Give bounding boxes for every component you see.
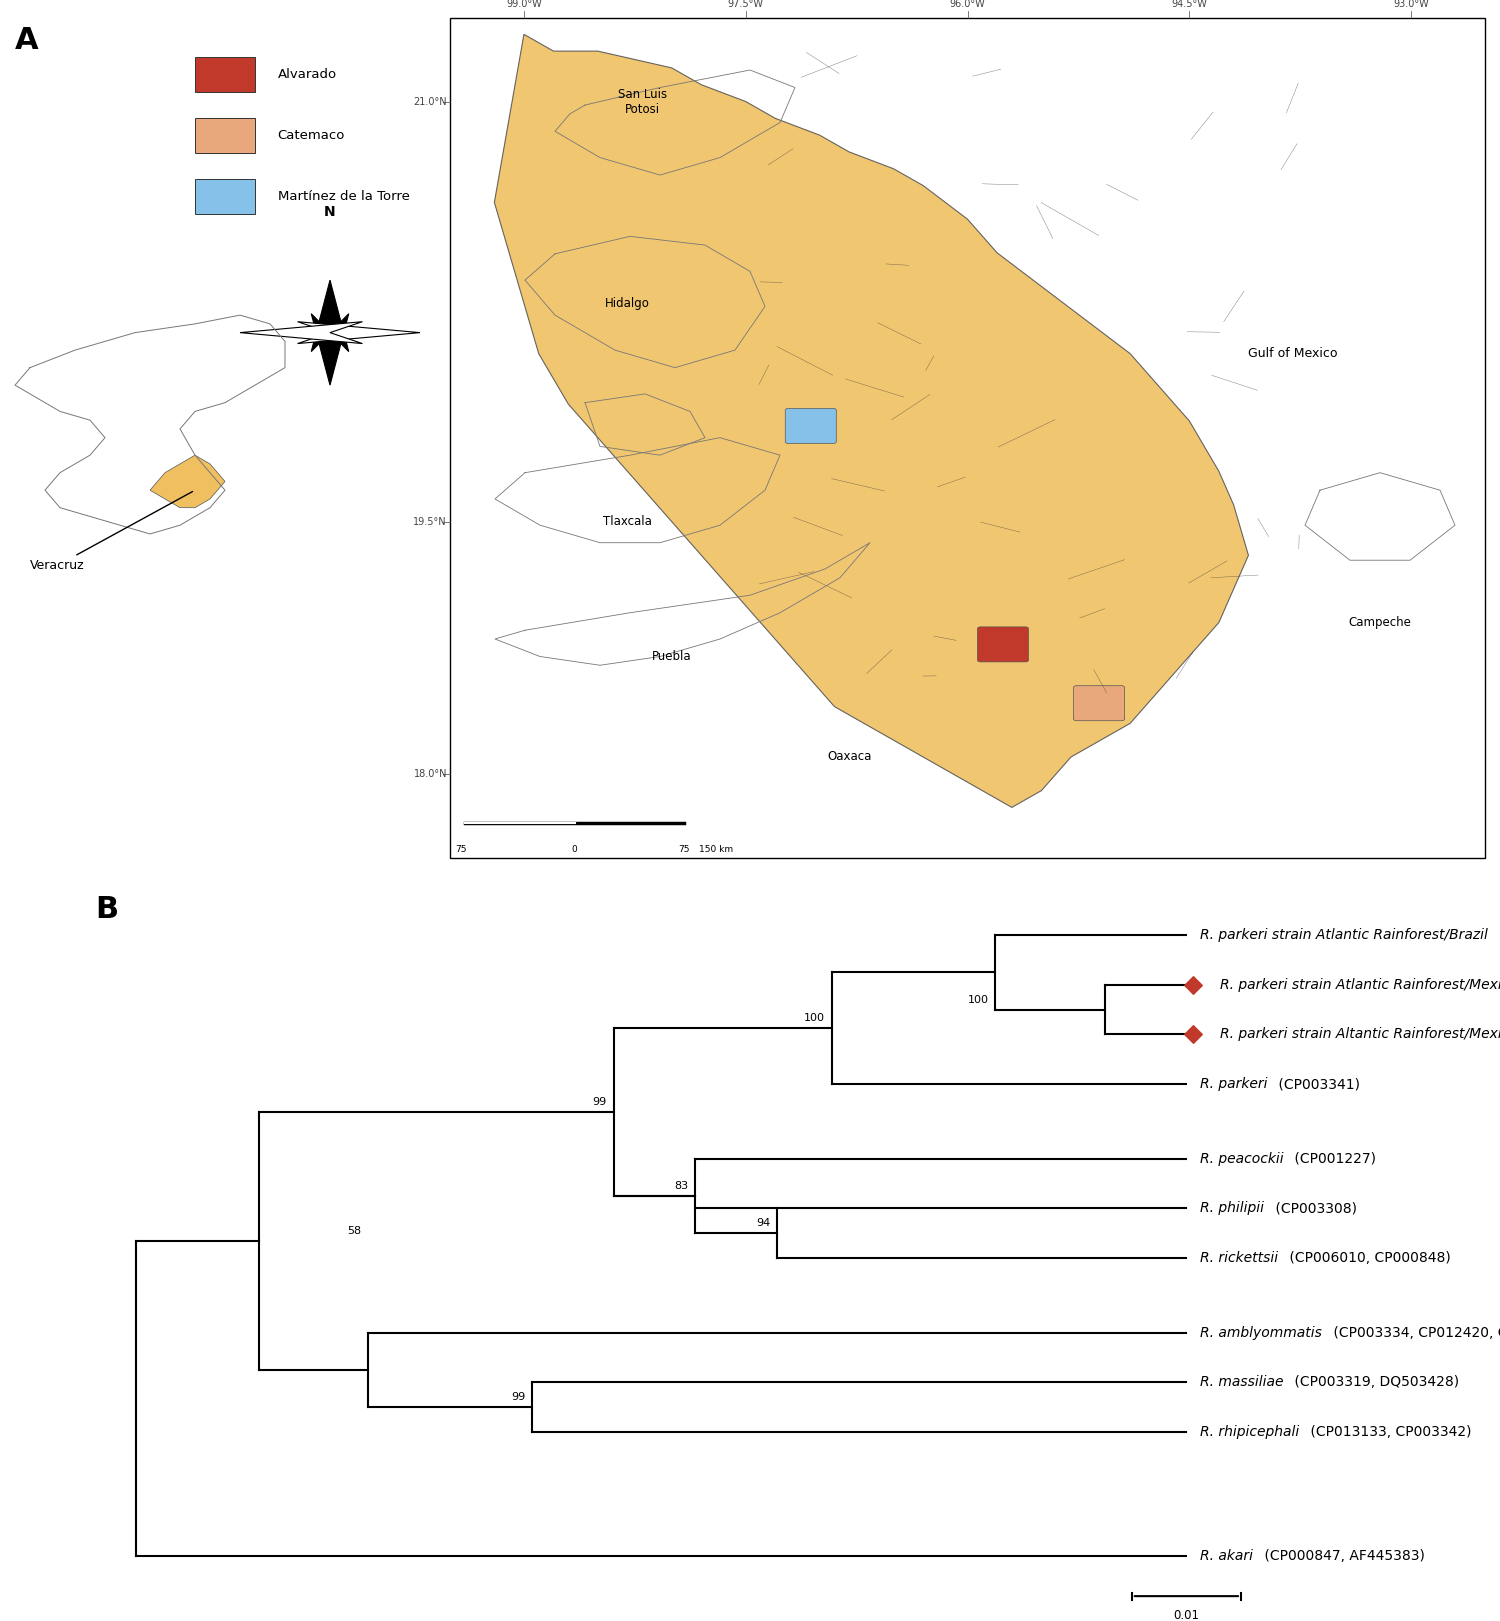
- Text: 94.5°W: 94.5°W: [1172, 0, 1208, 8]
- Text: R. parkeri strain Atlantic Rainforest/Mexico: R. parkeri strain Atlantic Rainforest/Me…: [1221, 977, 1500, 992]
- Bar: [195, 118, 255, 152]
- Text: Oaxaca: Oaxaca: [827, 751, 872, 763]
- Text: 97.5°W: 97.5°W: [728, 0, 764, 8]
- Text: R. amblyommatis: R. amblyommatis: [1200, 1326, 1322, 1339]
- Text: 99: 99: [592, 1097, 608, 1107]
- Polygon shape: [312, 314, 348, 386]
- Text: Catemaco: Catemaco: [278, 130, 345, 143]
- Text: R. parkeri strain Altantic Rainforest/Mexico: R. parkeri strain Altantic Rainforest/Me…: [1221, 1028, 1500, 1041]
- Text: Tlaxcala: Tlaxcala: [603, 515, 652, 528]
- Text: Veracruz: Veracruz: [30, 491, 192, 572]
- Bar: [450, 18, 1485, 858]
- Polygon shape: [240, 321, 363, 344]
- Text: 83: 83: [675, 1182, 688, 1191]
- Text: 18.0°N: 18.0°N: [414, 768, 447, 778]
- Text: (CP003319, DQ503428): (CP003319, DQ503428): [1290, 1375, 1460, 1389]
- Polygon shape: [297, 321, 420, 344]
- Text: (CP000847, AF445383): (CP000847, AF445383): [1260, 1550, 1425, 1563]
- Text: (CP013133, CP003342): (CP013133, CP003342): [1306, 1425, 1472, 1439]
- Text: 100: 100: [968, 995, 988, 1005]
- Text: N: N: [324, 204, 336, 219]
- Point: [1180, 971, 1204, 997]
- Text: R. philipii: R. philipii: [1200, 1201, 1264, 1216]
- Text: 94: 94: [756, 1219, 771, 1229]
- Text: Martínez de la Torre: Martínez de la Torre: [278, 190, 410, 204]
- Text: R. parkeri strain Atlantic Rainforest/Brazil: R. parkeri strain Atlantic Rainforest/Br…: [1200, 927, 1488, 942]
- Text: San Luis
Potosi: San Luis Potosi: [618, 88, 668, 115]
- Text: B: B: [96, 895, 118, 924]
- Text: 93.0°W: 93.0°W: [1394, 0, 1429, 8]
- Text: (KT153031, KJ855084, KX137902, JQ906785): (KT153031, KJ855084, KX137902, JQ906785): [1494, 927, 1500, 942]
- FancyBboxPatch shape: [786, 408, 837, 444]
- Text: 75: 75: [678, 845, 690, 854]
- FancyBboxPatch shape: [1074, 686, 1125, 721]
- Polygon shape: [312, 280, 348, 352]
- Text: 99.0°W: 99.0°W: [506, 0, 542, 8]
- Text: Gulf of Mexico: Gulf of Mexico: [1248, 347, 1338, 360]
- Text: 100: 100: [804, 1013, 825, 1023]
- Text: Alvarado: Alvarado: [278, 68, 336, 81]
- Text: R. parkeri: R. parkeri: [1200, 1076, 1268, 1091]
- Text: 0.01: 0.01: [1173, 1608, 1200, 1621]
- Text: (CP003341): (CP003341): [1275, 1076, 1360, 1091]
- Text: 96.0°W: 96.0°W: [950, 0, 986, 8]
- Text: Campeche: Campeche: [1348, 616, 1412, 629]
- Text: (CP001227): (CP001227): [1290, 1151, 1377, 1165]
- Bar: [195, 57, 255, 92]
- FancyBboxPatch shape: [978, 627, 1029, 661]
- Text: 0: 0: [572, 845, 578, 854]
- Text: (CP006010, CP000848): (CP006010, CP000848): [1286, 1251, 1450, 1264]
- Text: 58: 58: [346, 1225, 362, 1237]
- Text: R. akari: R. akari: [1200, 1550, 1252, 1563]
- Text: 150 km: 150 km: [699, 845, 734, 854]
- Text: (CP003308): (CP003308): [1270, 1201, 1358, 1216]
- Text: A: A: [15, 26, 39, 55]
- Text: 99: 99: [510, 1392, 525, 1402]
- Text: Hidalgo: Hidalgo: [604, 297, 650, 310]
- Point: [1180, 1021, 1204, 1047]
- Text: R. rickettsii: R. rickettsii: [1200, 1251, 1278, 1264]
- Polygon shape: [495, 34, 1248, 807]
- Text: R. massiliae: R. massiliae: [1200, 1375, 1284, 1389]
- Text: (CP003334, CP012420, CP015012): (CP003334, CP012420, CP015012): [1329, 1326, 1500, 1339]
- Text: 21.0°N: 21.0°N: [414, 97, 447, 107]
- Text: 19.5°N: 19.5°N: [414, 517, 447, 527]
- Text: R. peacockii: R. peacockii: [1200, 1151, 1284, 1165]
- Text: 75: 75: [454, 845, 466, 854]
- Text: R. rhipicephali: R. rhipicephali: [1200, 1425, 1299, 1439]
- Bar: [195, 180, 255, 214]
- Polygon shape: [150, 456, 225, 507]
- Text: Puebla: Puebla: [652, 650, 692, 663]
